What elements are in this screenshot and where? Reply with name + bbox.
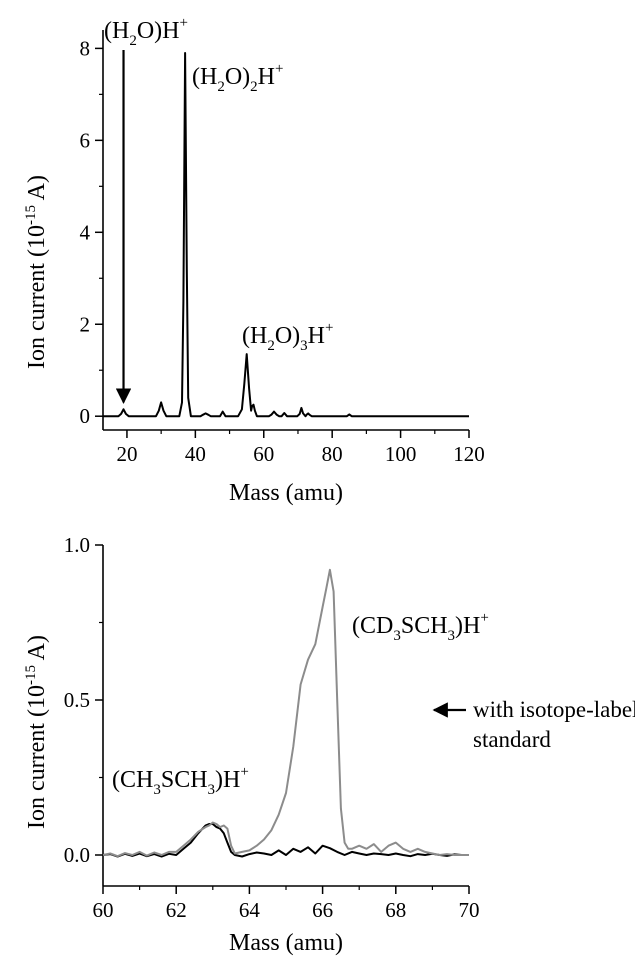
top-x-tick-labels: 20 40 60 80 100 120 [116,442,484,466]
y-tick-label: 4 [80,220,91,244]
x-tick-label: 20 [116,442,137,466]
top-y-axis-title: Ion current (10-15 A) [23,175,50,369]
bottom-annotation-labeled-dms: (CD3SCH3)H+ [352,610,489,644]
x-tick-label: 120 [453,442,485,466]
x-tick-label: 66 [312,898,333,922]
x-tick-label: 100 [385,442,417,466]
top-chart-series [103,52,469,418]
top-chart-axes [95,30,470,438]
y-tick-label: 0.0 [64,843,90,867]
bottom-y-tick-labels: 0.0 0.5 1.0 [64,533,90,867]
y-tick-label: 6 [80,128,91,152]
series-line-1 [103,52,469,418]
bottom-x-axis-title: Mass (amu) [229,930,343,956]
y-tick-label: 2 [80,312,91,336]
y-tick-label: 1.0 [64,533,90,557]
y-tick-label: 0.5 [64,688,90,712]
x-tick-label: 70 [459,898,480,922]
bottom-chart-series [102,568,469,858]
bottom-annotation-dms: (CH3SCH3)H+ [112,764,249,798]
y-tick-label: 8 [80,36,91,60]
y-tick-label: 0 [80,404,91,428]
bottom-y-axis-title: Ion current (10-15 A) [23,635,50,829]
top-y-tick-labels: 0 2 4 6 8 [80,36,91,428]
top-x-axis-title: Mass (amu) [229,480,343,506]
x-tick-label: 60 [253,442,274,466]
x-tick-label: 68 [385,898,406,922]
bottom-x-tick-labels: 60 62 64 66 68 70 [93,898,480,922]
top-annotation-water-trimer: (H2O)3H+ [242,320,333,354]
x-tick-label: 40 [185,442,206,466]
top-chart: 20 40 60 80 100 120 0 2 4 6 8 Mass (amu) Ion curr… [23,15,485,506]
x-tick-label: 60 [93,898,114,922]
top-annotation-water-dimer: (H2O)2H+ [192,61,283,95]
top-annotation-water-monomer: (H2O)H+ [104,15,188,49]
series-line-2 [102,568,469,858]
bottom-chart: 60 62 64 66 68 70 0.0 0.5 1.0 Mass (amu) Ion cu… [23,533,635,956]
x-tick-label: 64 [239,898,261,922]
bottom-annotation-note-line2: standard [473,727,551,752]
x-tick-label: 80 [322,442,343,466]
series-line-1 [102,823,469,858]
bottom-annotation-note-line1: with isotope-labeled [473,697,635,722]
bottom-chart-axes [95,544,470,894]
x-tick-label: 62 [166,898,187,922]
